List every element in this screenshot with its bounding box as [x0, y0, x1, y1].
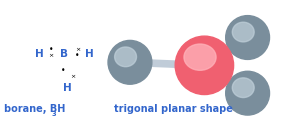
Text: B: B [60, 49, 68, 59]
Ellipse shape [184, 44, 216, 70]
Text: 3: 3 [51, 111, 56, 117]
Text: ×: × [75, 47, 80, 52]
Ellipse shape [226, 71, 270, 115]
Text: H: H [35, 49, 44, 59]
Text: H: H [85, 49, 93, 59]
Text: •: • [75, 51, 80, 60]
Text: borane, BH: borane, BH [4, 104, 66, 114]
Ellipse shape [175, 36, 234, 95]
Ellipse shape [108, 40, 152, 84]
Text: trigonal planar shape: trigonal planar shape [114, 104, 233, 114]
Ellipse shape [232, 22, 254, 42]
Text: •: • [49, 45, 53, 54]
Ellipse shape [114, 47, 136, 67]
Text: •: • [60, 66, 65, 75]
Text: ×: × [70, 74, 76, 79]
Ellipse shape [232, 78, 254, 98]
Text: H: H [63, 83, 72, 93]
Ellipse shape [226, 16, 270, 59]
Text: ×: × [48, 53, 54, 58]
